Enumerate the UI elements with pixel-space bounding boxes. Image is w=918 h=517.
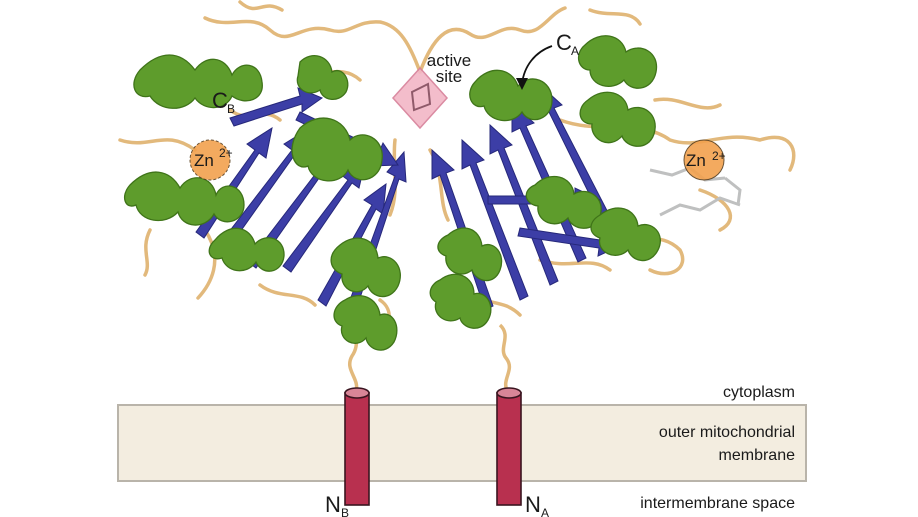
n-terminus-b-label: N bbox=[325, 492, 341, 517]
linker-loop-a bbox=[498, 323, 512, 393]
c-terminus-a-label: C bbox=[556, 30, 572, 55]
zinc-left-charge: 2+ bbox=[219, 146, 233, 160]
outer-mitochondrial-membrane bbox=[117, 404, 807, 482]
membrane-label-line1: outer mitochondrial bbox=[659, 424, 795, 441]
zinc-left-label: Zn bbox=[194, 151, 214, 170]
zinc-ion-right bbox=[683, 139, 725, 181]
zinc-ion-left bbox=[189, 139, 231, 181]
c-terminus-b-subscript: B bbox=[227, 102, 235, 116]
n-terminus-a-label: N bbox=[525, 492, 541, 517]
transmembrane-helix-b bbox=[344, 387, 370, 506]
c-terminus-b-label: C bbox=[212, 88, 228, 113]
n-terminus-b-subscript: B bbox=[341, 506, 349, 517]
transmembrane-helix-a bbox=[496, 387, 522, 506]
active-site-label-line1: active bbox=[427, 51, 471, 70]
intermembrane-space-label: intermembrane space bbox=[640, 495, 795, 512]
n-terminus-a-subscript: A bbox=[541, 506, 549, 517]
c-terminus-a-arrowhead bbox=[516, 78, 528, 90]
cytoplasm-label: cytoplasm bbox=[723, 384, 795, 401]
protein-cartoon bbox=[118, 0, 796, 351]
c-terminus-a-subscript: A bbox=[571, 44, 579, 58]
zinc-right-charge: 2+ bbox=[712, 149, 726, 163]
zinc-right-label: Zn bbox=[686, 151, 706, 170]
active-site-marker bbox=[391, 66, 449, 130]
active-site-label-line2: site bbox=[436, 67, 462, 86]
membrane-label-line2: membrane bbox=[719, 447, 796, 464]
